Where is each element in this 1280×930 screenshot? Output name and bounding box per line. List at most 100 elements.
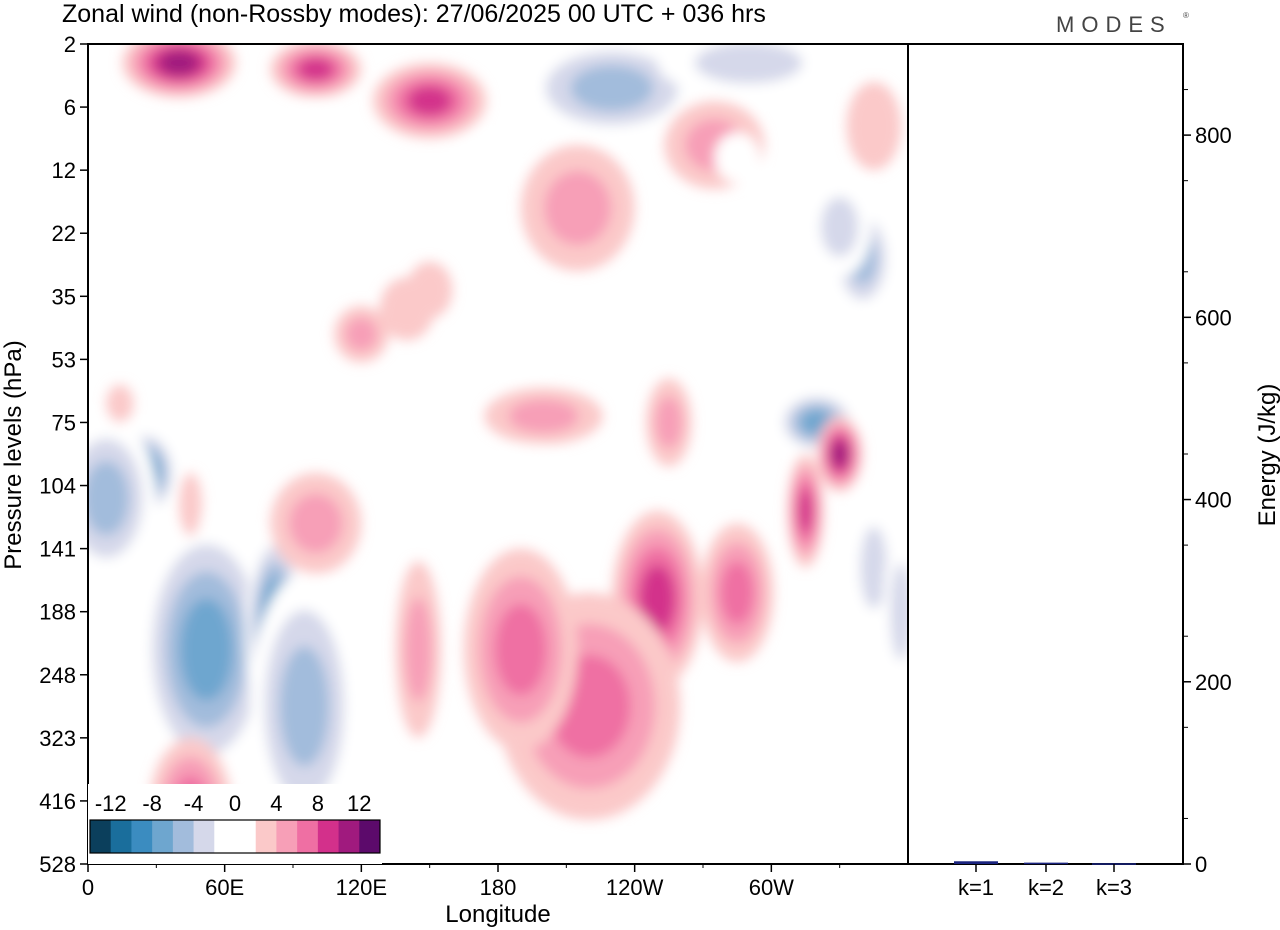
wind-anomaly-contour [509, 444, 555, 489]
y-tick-label: 6 [64, 95, 76, 120]
wind-anomaly-contour [345, 317, 378, 351]
y-tick-label: 2 [64, 32, 76, 57]
energy-y-axis: 0 200 400 600 800 [1183, 89, 1232, 877]
energy-bar [954, 861, 998, 864]
colorbar-swatch [255, 820, 277, 853]
wind-anomaly-contour [714, 132, 760, 183]
colorbar-swatch [297, 820, 319, 853]
energy-axis-label: Energy (J/kg) [1254, 384, 1280, 527]
x-tick-label: 180 [480, 875, 517, 900]
y-axis-label: Pressure levels (hPa) [0, 340, 27, 569]
x-axis: 0 60E 120E 180 120W 60W [82, 864, 841, 900]
y-tick-label: 104 [39, 474, 76, 499]
colorbar-label: -8 [142, 791, 162, 816]
wind-anomaly-contour [406, 261, 453, 319]
logo-registered-mark: ® [1183, 11, 1189, 20]
wind-anomaly-contour [106, 384, 134, 423]
x-axis-label: Longitude [445, 901, 550, 928]
wind-anomaly-contour [488, 321, 553, 372]
wind-anomaly-contour [404, 597, 432, 702]
wind-anomaly-contour [639, 565, 675, 634]
colorbar-swatch [317, 820, 340, 853]
wind-anomaly-contour [544, 170, 612, 246]
y-tick-label: 35 [52, 284, 76, 309]
colorbar-swatch [131, 820, 153, 853]
y-tick-label: 53 [52, 347, 76, 372]
wind-anomaly-contour [180, 598, 233, 701]
colorbar-label: 8 [312, 791, 324, 816]
x-tick-label: 60E [205, 875, 244, 900]
wind-anomaly-contour [88, 460, 129, 536]
wind-anomaly-contour [607, 838, 662, 864]
colorbar-swatch [338, 820, 360, 853]
y-axis-levels: 2 6 12 22 35 53 75 104 141 188 248 323 416 528 [39, 32, 88, 877]
colorbar-swatch [359, 820, 381, 853]
wind-anomaly-contour [463, 138, 510, 177]
colorbar-label: 4 [270, 791, 282, 816]
wind-anomaly-contour [820, 197, 859, 257]
colorbar-swatch [214, 820, 236, 853]
wind-anomaly-contour [407, 86, 452, 116]
wind-anomaly-contour [159, 50, 199, 75]
colorbar-label: 12 [347, 791, 371, 816]
x-tick-label: 60W [749, 875, 794, 900]
colorbar-swatch [172, 820, 195, 853]
energy-tick-label: 800 [1195, 123, 1232, 148]
y-tick-label: 528 [39, 852, 76, 877]
y-tick-label: 416 [39, 789, 76, 814]
wind-anomaly-contour [650, 245, 688, 309]
wind-anomaly-contour [890, 563, 908, 661]
wind-anomaly-contour [694, 44, 803, 84]
colorbar-frame [89, 819, 381, 854]
wind-anomaly-contour [179, 472, 202, 536]
wind-anomaly-contour [298, 58, 334, 81]
energy-tick-label: 200 [1195, 670, 1232, 695]
y-tick-label: 12 [52, 158, 76, 183]
chart-title: Zonal wind (non-Rossby modes): 27/06/202… [62, 0, 766, 28]
colorbar-swatch [276, 820, 298, 853]
colorbar-swatch [110, 820, 132, 853]
wind-anomaly-contour [798, 488, 813, 533]
energy-tick-label: 0 [1195, 852, 1207, 877]
y-tick-label: 22 [52, 221, 76, 246]
heatmap-field [88, 44, 908, 864]
modes-logo: MODES [1056, 12, 1172, 37]
y-tick-label: 188 [39, 600, 76, 625]
wind-anomaly-contour [508, 399, 579, 433]
wind-anomaly-contour [655, 396, 683, 449]
colorbar-label: -12 [95, 791, 127, 816]
energy-bar [1024, 862, 1068, 865]
energy-tick-label: 400 [1195, 488, 1232, 513]
wind-anomaly-contour [720, 561, 754, 625]
wind-anomaly-contour [846, 81, 902, 171]
energy-category-label: k=1 [958, 875, 994, 900]
y-tick-label: 141 [39, 537, 76, 562]
wind-anomaly-contour [860, 526, 888, 609]
wind-anomaly-contour [279, 646, 330, 767]
colorbar-swatch [90, 820, 112, 853]
colorbar-swatch [235, 820, 257, 853]
energy-tick-label: 600 [1195, 305, 1232, 330]
wind-anomaly-contour [773, 763, 815, 864]
wind-anomaly-contour [297, 103, 334, 149]
energy-category-label: k=3 [1096, 875, 1132, 900]
colorbar-swatch [193, 820, 215, 853]
wind-anomaly-contour [288, 493, 343, 554]
energy-plot-frame [907, 43, 1184, 865]
wind-anomaly-contour [831, 440, 848, 468]
y-tick-label: 248 [39, 663, 76, 688]
energy-category-label: k=2 [1028, 875, 1064, 900]
x-tick-label: 0 [82, 875, 94, 900]
x-tick-label: 120W [606, 875, 664, 900]
colorbar-swatch [152, 820, 174, 853]
y-tick-label: 75 [52, 410, 76, 435]
wind-anomaly-contour [494, 603, 547, 696]
y-tick-label: 323 [39, 726, 76, 751]
colorbar-label: -4 [184, 791, 204, 816]
x-tick-label: 120E [336, 875, 387, 900]
energy-bars: k=1 k=2 k=3 [954, 861, 1136, 900]
colorbar: -12 -8 -4 0 4 8 12 [88, 784, 382, 864]
wind-anomaly-contour [570, 65, 654, 112]
colorbar-label: 0 [229, 791, 241, 816]
